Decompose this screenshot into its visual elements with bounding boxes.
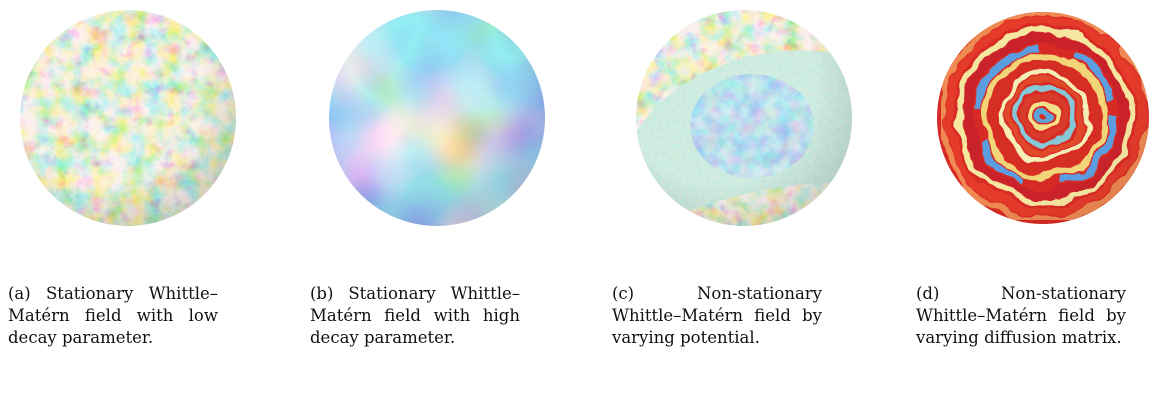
sphere-field-varying-diffusion bbox=[933, 8, 1153, 228]
caption-a: (a) Stationary Whittle–Matérn field with… bbox=[8, 284, 218, 347]
caption-d: (d) Non-stationary Whittle–Matérn field … bbox=[916, 284, 1126, 347]
sphere-field-varying-potential bbox=[634, 8, 854, 228]
caption-c: (c) Non-stationary Whittle–Matérn field … bbox=[612, 284, 822, 347]
sphere-field-high-decay bbox=[327, 8, 547, 228]
caption-b: (b) Stationary Whittle–Matérn field with… bbox=[310, 284, 520, 347]
sphere-field-low-decay bbox=[18, 8, 238, 228]
